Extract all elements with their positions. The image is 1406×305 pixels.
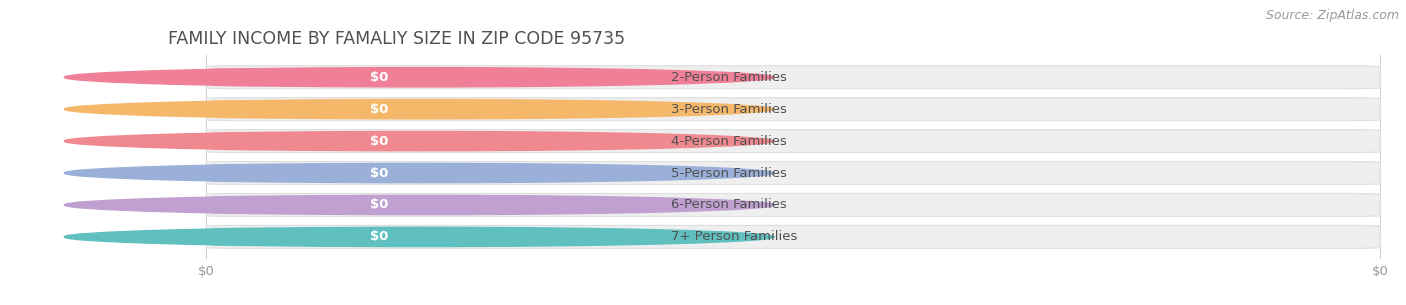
Text: 4-Person Families: 4-Person Families xyxy=(671,135,787,148)
Circle shape xyxy=(65,68,775,87)
Text: Source: ZipAtlas.com: Source: ZipAtlas.com xyxy=(1265,9,1399,22)
FancyBboxPatch shape xyxy=(211,228,416,246)
Text: $0: $0 xyxy=(370,103,388,116)
Circle shape xyxy=(65,131,775,151)
FancyBboxPatch shape xyxy=(211,68,416,86)
Text: $0: $0 xyxy=(370,135,388,148)
Text: FAMILY INCOME BY FAMALIY SIZE IN ZIP CODE 95735: FAMILY INCOME BY FAMALIY SIZE IN ZIP COD… xyxy=(169,30,626,48)
Text: 7+ Person Families: 7+ Person Families xyxy=(671,230,797,243)
FancyBboxPatch shape xyxy=(211,100,416,118)
Circle shape xyxy=(65,99,775,119)
FancyBboxPatch shape xyxy=(211,196,416,214)
Circle shape xyxy=(65,195,775,215)
Circle shape xyxy=(65,163,775,183)
FancyBboxPatch shape xyxy=(207,130,1381,152)
Text: $0: $0 xyxy=(370,199,388,211)
Text: 5-Person Families: 5-Person Families xyxy=(671,167,787,180)
Circle shape xyxy=(65,227,775,246)
Text: 3-Person Families: 3-Person Families xyxy=(671,103,787,116)
FancyBboxPatch shape xyxy=(207,225,1381,248)
Text: 2-Person Families: 2-Person Families xyxy=(671,71,787,84)
Text: $0: $0 xyxy=(370,230,388,243)
FancyBboxPatch shape xyxy=(207,66,1381,89)
FancyBboxPatch shape xyxy=(207,193,1381,217)
Text: $0: $0 xyxy=(370,71,388,84)
FancyBboxPatch shape xyxy=(211,132,416,150)
Text: 6-Person Families: 6-Person Families xyxy=(671,199,787,211)
FancyBboxPatch shape xyxy=(207,98,1381,121)
FancyBboxPatch shape xyxy=(211,164,416,182)
FancyBboxPatch shape xyxy=(207,162,1381,185)
Text: $0: $0 xyxy=(370,167,388,180)
